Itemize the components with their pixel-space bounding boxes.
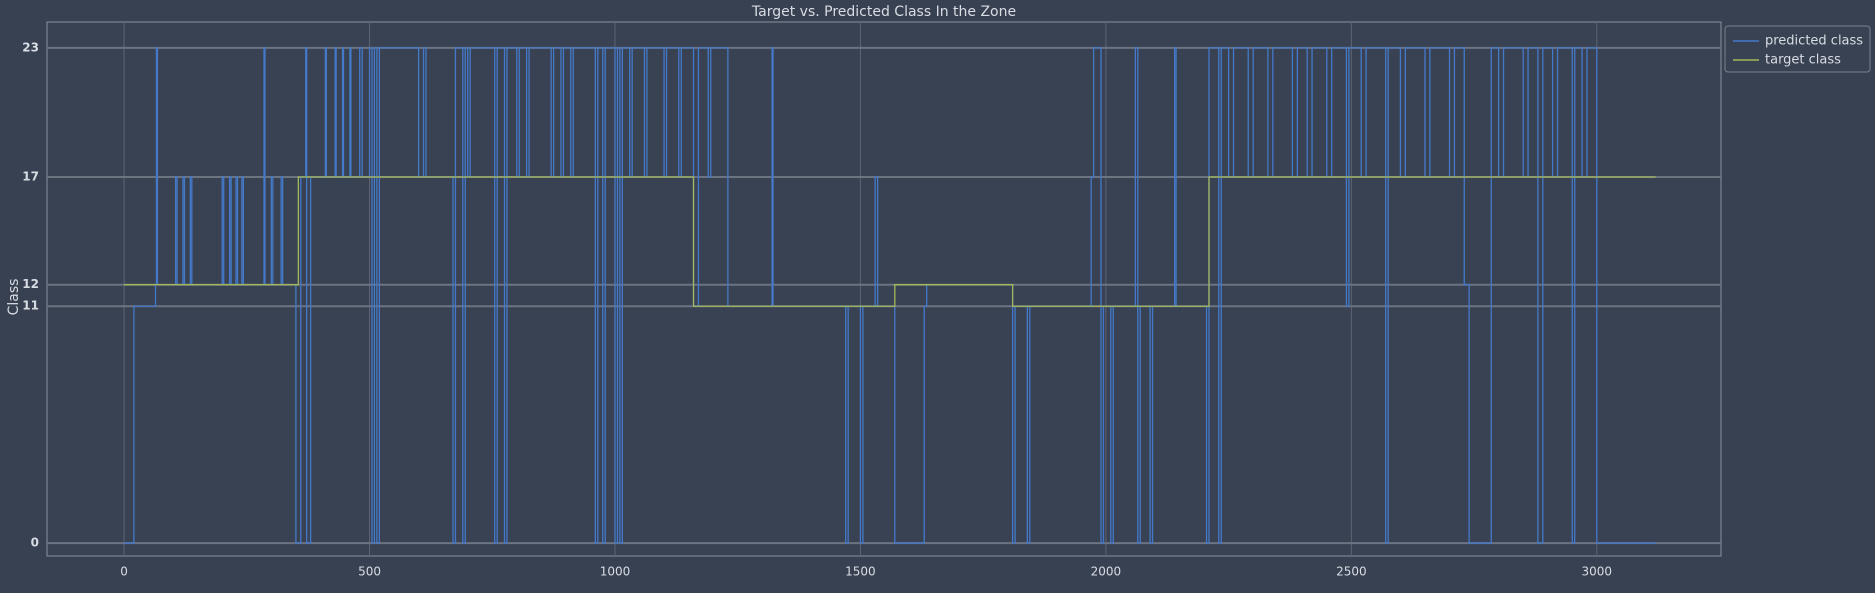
legend-label: target class	[1765, 53, 1841, 68]
x-tick-label: 1000	[600, 565, 631, 579]
y-tick-label: 0	[31, 536, 39, 550]
legend-box	[1724, 25, 1871, 73]
chart-title: Target vs. Predicted Class In the Zone	[751, 4, 1016, 20]
plot-area	[46, 21, 1722, 557]
y-tick-label: 17	[22, 170, 39, 184]
data-line	[124, 176, 1656, 307]
y-axis-label: Class	[6, 279, 22, 316]
legend: predicted class target class	[1724, 25, 1871, 73]
x-tick-label: 500	[358, 565, 381, 579]
y-tick-label: 12	[22, 277, 39, 291]
x-tick-label: 0	[120, 565, 128, 579]
x-tick-label: 2500	[1336, 565, 1367, 579]
x-tick-label: 2000	[1091, 565, 1122, 579]
x-tick-label: 3000	[1582, 565, 1613, 579]
y-tick-label: 11	[22, 299, 39, 313]
y-tick-label: 23	[22, 40, 39, 54]
legend-label: predicted class	[1765, 34, 1863, 49]
x-tick-label: 1500	[845, 565, 876, 579]
